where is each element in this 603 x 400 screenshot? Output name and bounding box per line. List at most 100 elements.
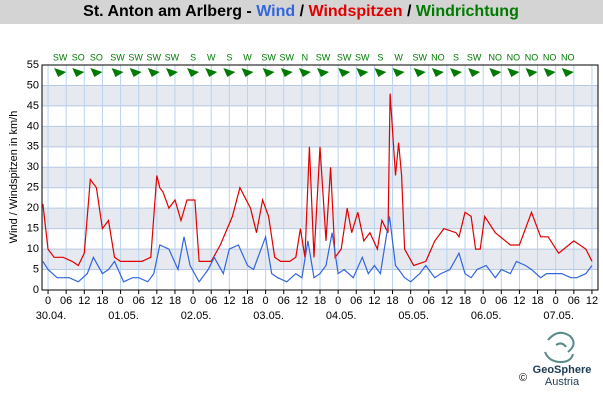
plot-border <box>41 64 599 291</box>
direction-arrow <box>90 68 103 77</box>
title-part: St. Anton am Arlberg - <box>83 3 256 20</box>
direction-label: NO <box>489 52 503 62</box>
logo-name: GeoSphere <box>533 364 592 376</box>
title-part: Windspitzen <box>308 3 402 20</box>
y-tick-label: 50 <box>27 79 39 91</box>
direction-label: SO <box>72 52 85 62</box>
direction-arrow <box>147 68 160 77</box>
date-label: 07.05. <box>543 310 574 322</box>
x-tick-label: 0 <box>118 295 124 307</box>
date-label: 01.05. <box>108 310 139 322</box>
direction-label: SW <box>355 52 370 62</box>
direction-label: NO <box>543 52 557 62</box>
x-tick-label: 12 <box>78 295 90 307</box>
direction-label: SW <box>165 52 180 62</box>
direction-arrow <box>489 68 502 77</box>
x-tick-label: 06 <box>495 295 507 307</box>
x-tick-label: 0 <box>263 295 269 307</box>
x-tick-label: 0 <box>335 295 341 307</box>
series-line <box>42 93 593 267</box>
x-tick-label: 06 <box>278 295 290 307</box>
x-tick-label: 18 <box>314 295 326 307</box>
x-tick-label: 12 <box>223 295 235 307</box>
x-tick-label: 18 <box>386 295 398 307</box>
direction-arrow <box>241 68 254 77</box>
x-tick-label: 06 <box>350 295 362 307</box>
y-tick-label: 30 <box>27 161 39 173</box>
x-tick-label: 0 <box>553 295 559 307</box>
direction-label: S <box>377 52 383 62</box>
x-tick-label: 18 <box>169 295 181 307</box>
date-label: 06.05. <box>471 310 502 322</box>
y-axis-label: Wind / Windspitzen in km/h <box>8 111 20 244</box>
direction-label: W <box>394 52 403 62</box>
title-part: / <box>295 3 308 20</box>
x-tick-label: 06 <box>205 295 217 307</box>
x-tick-label: 06 <box>568 295 580 307</box>
direction-arrow <box>165 68 178 77</box>
y-tick-label: 40 <box>27 120 39 132</box>
direction-arrow <box>356 68 369 77</box>
direction-arrow <box>525 68 538 77</box>
direction-label: SW <box>316 52 331 62</box>
x-tick-label: 12 <box>441 295 453 307</box>
x-tick-label: 12 <box>513 295 525 307</box>
y-tick-label: 10 <box>27 243 39 255</box>
direction-label: SW <box>128 52 143 62</box>
y-tick-label: 25 <box>27 182 39 194</box>
x-tick-label: 0 <box>408 295 414 307</box>
direction-label: SW <box>261 52 276 62</box>
y-tick-label: 45 <box>27 100 39 112</box>
direction-arrow <box>374 68 387 77</box>
direction-label: S <box>453 52 459 62</box>
x-tick-label: 0 <box>480 295 486 307</box>
direction-label: S <box>226 52 232 62</box>
direction-arrow <box>54 68 67 77</box>
direction-label: SW <box>280 52 295 62</box>
date-label: 02.05. <box>181 310 212 322</box>
direction-label: NO <box>561 52 575 62</box>
x-tick-label: 12 <box>368 295 380 307</box>
direction-label: SW <box>337 52 352 62</box>
direction-label: SW <box>412 52 427 62</box>
y-tick-label: 5 <box>33 263 39 275</box>
direction-label: W <box>243 52 252 62</box>
x-tick-label: 12 <box>586 295 598 307</box>
direction-arrow <box>431 68 444 77</box>
direction-arrow <box>338 68 351 77</box>
y-tick-label: 15 <box>27 223 39 235</box>
y-tick-label: 20 <box>27 202 39 214</box>
logo-icon <box>544 331 575 364</box>
x-tick-label: 06 <box>133 295 145 307</box>
direction-label: NO <box>431 52 445 62</box>
y-tick-label: 35 <box>27 141 39 153</box>
direction-arrow <box>543 68 556 77</box>
title-part: Windrichtung <box>416 3 519 20</box>
direction-arrow <box>111 68 124 77</box>
direction-arrow <box>298 68 311 77</box>
direction-label: SW <box>467 52 482 62</box>
title-part: Wind <box>256 3 295 20</box>
x-tick-label: 18 <box>531 295 543 307</box>
x-tick-label: 18 <box>241 295 253 307</box>
x-tick-label: 18 <box>96 295 108 307</box>
logo-sub: Austria <box>545 376 580 388</box>
direction-arrow <box>262 68 275 77</box>
direction-arrow <box>72 68 85 77</box>
x-tick-label: 18 <box>459 295 471 307</box>
date-label: 04.05. <box>326 310 357 322</box>
direction-label: S <box>190 52 196 62</box>
direction-label: W <box>207 52 216 62</box>
direction-label: NO <box>507 52 521 62</box>
chart-title: St. Anton am Arlberg - Wind / Windspitze… <box>83 3 519 20</box>
direction-label: SW <box>53 52 68 62</box>
title-bar <box>0 0 603 24</box>
date-label: 05.05. <box>398 310 429 322</box>
date-label: 30.04. <box>36 310 67 322</box>
direction-arrow <box>468 68 481 77</box>
y-tick-label: 0 <box>33 284 39 296</box>
direction-arrow <box>205 68 218 77</box>
date-label: 03.05. <box>253 310 284 322</box>
direction-arrow <box>413 68 426 77</box>
